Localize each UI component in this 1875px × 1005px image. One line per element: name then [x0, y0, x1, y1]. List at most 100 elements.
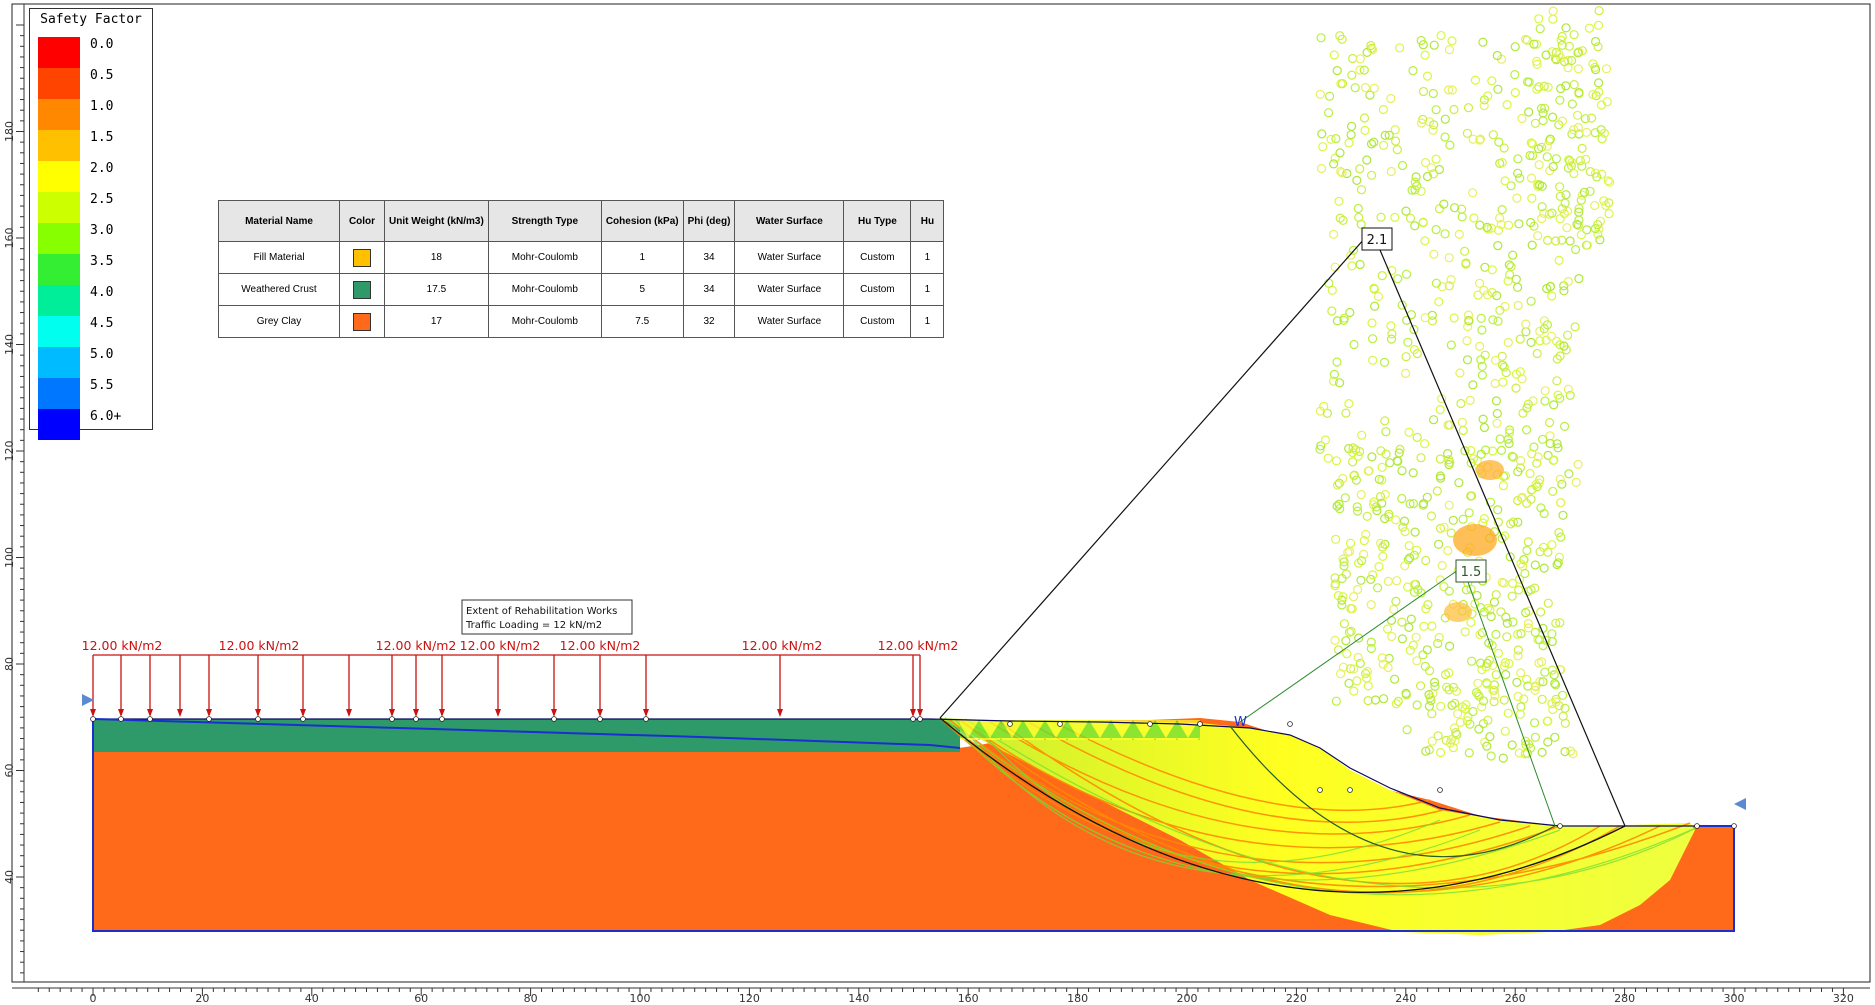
slip-centre-marker: [1559, 421, 1570, 431]
slip-centre-marker: [1434, 204, 1445, 214]
slip-centre-marker: [1401, 206, 1411, 216]
slip-centre-marker: [1336, 166, 1346, 177]
boundary-vertex[interactable]: [118, 716, 124, 722]
slip-centre-marker: [1491, 629, 1501, 640]
slip-centre-marker: [1530, 732, 1541, 742]
boundary-vertex[interactable]: [206, 716, 212, 722]
boundary-vertex[interactable]: [1147, 721, 1153, 727]
boundary-vertex[interactable]: [147, 716, 153, 722]
slip-centre-marker: [1559, 286, 1569, 296]
boundary-vertex[interactable]: [597, 716, 603, 722]
slip-centre-marker: [1536, 607, 1546, 617]
slip-centre-marker: [1436, 701, 1446, 711]
load-arrow-head: [597, 709, 603, 717]
slip-centre-marker: [1513, 467, 1523, 477]
boundary-vertex[interactable]: [1317, 787, 1323, 793]
safety-factor-legend: Safety Factor 0.0 0.5 1.0 1.5 2.0 2.5 3.0 3.5 4.…: [29, 8, 153, 440]
slip-centre-marker: [1449, 104, 1459, 115]
slip-centre-marker: [1537, 694, 1547, 704]
slip-centre-marker: [1540, 386, 1550, 396]
boundary-vertex[interactable]: [910, 716, 916, 722]
boundary-vertex[interactable]: [1007, 721, 1013, 727]
slip-centre-marker: [1488, 446, 1498, 456]
boundary-vertex[interactable]: [917, 716, 923, 722]
boundary-vertex[interactable]: [1197, 721, 1203, 727]
slip-centre-marker: [1391, 515, 1401, 525]
slip-centre-marker: [1562, 206, 1573, 216]
slip-centre-marker: [1334, 499, 1344, 509]
boundary-vertex[interactable]: [1347, 787, 1353, 793]
slip-centre-marker: [1387, 329, 1397, 339]
slip-centre-marker: [1333, 645, 1344, 655]
slip-centre-marker: [1411, 172, 1421, 182]
slip-centre-marker: [1525, 468, 1535, 479]
rehab-annotation-line2: Traffic Loading = 12 kN/m2: [465, 620, 602, 631]
slip-centre-marker: [1353, 652, 1363, 663]
slip-centre-marker: [1334, 378, 1345, 388]
slip-centre-marker: [1495, 434, 1505, 444]
slip-centre-marker: [1424, 701, 1435, 711]
load-label: 12.00 kN/m2: [878, 638, 959, 653]
slip-centre-marker: [1532, 84, 1542, 94]
slip-centre-marker: [1493, 84, 1503, 94]
ground-surface: [93, 718, 1697, 827]
slip-centre-marker: [1551, 618, 1561, 628]
boundary-vertex[interactable]: [439, 716, 445, 722]
slip-centre-marker: [1505, 552, 1515, 562]
boundary-vertex[interactable]: [90, 716, 96, 722]
slip-centre-marker: [1542, 235, 1553, 245]
slip-centre-marker: [1536, 657, 1547, 667]
slip-centre-marker: [1392, 145, 1402, 155]
load-label: 12.00 kN/m2: [560, 638, 641, 653]
slip-centre-marker: [1378, 551, 1388, 562]
slip-centre-marker: [1493, 505, 1503, 515]
slip-centre-marker: [1358, 549, 1369, 559]
slip-centre-marker: [1359, 65, 1369, 75]
legend-label: 4.0: [90, 285, 114, 300]
low-fs-hotspot: [1453, 524, 1497, 556]
boundary-vertex[interactable]: [1057, 721, 1063, 727]
y-tick-label: 60: [3, 764, 16, 778]
boundary-vertex[interactable]: [389, 716, 395, 722]
slip-centre-marker: [1331, 456, 1342, 466]
slip-centre-marker: [1429, 677, 1440, 688]
weathered-crust-region: [93, 719, 960, 752]
legend-label: 1.0: [90, 99, 114, 114]
slip-centre-marker: [1408, 468, 1418, 478]
slip-centre-marker: [1531, 56, 1542, 67]
slip-centre-marker: [1363, 695, 1373, 706]
slip-centre-marker: [1523, 537, 1533, 547]
slip-centre-marker: [1527, 139, 1538, 149]
slip-centre-marker: [1341, 408, 1351, 418]
slip-centre-marker: [1538, 677, 1548, 687]
slip-centre-marker: [1573, 220, 1584, 230]
slip-centre-marker: [1430, 681, 1440, 692]
boundary-vertex[interactable]: [551, 716, 557, 722]
boundary-vertex[interactable]: [1557, 823, 1563, 829]
slip-centre-marker: [1457, 212, 1467, 222]
slip-centre-marker: [1361, 529, 1371, 540]
slip-centre-marker: [1330, 262, 1340, 272]
slip-centre-marker: [1440, 114, 1450, 124]
boundary-vertex[interactable]: [300, 716, 306, 722]
boundary-vertex[interactable]: [1287, 721, 1293, 727]
slip-centre-marker: [1437, 560, 1447, 571]
slip-centre-marker: [1513, 651, 1523, 661]
slip-centre-marker: [1337, 573, 1347, 584]
slip-centre-marker: [1445, 140, 1455, 150]
slip-centre-marker: [1497, 205, 1507, 215]
boundary-vertex[interactable]: [643, 716, 649, 722]
slip-centre-marker: [1486, 611, 1496, 622]
boundary-vertex[interactable]: [1731, 823, 1737, 829]
plot-frame: [11, 3, 1871, 983]
boundary-vertex[interactable]: [1694, 823, 1700, 829]
slip-centre-marker: [1500, 531, 1510, 541]
boundary-vertex[interactable]: [1437, 787, 1443, 793]
boundary-vertex[interactable]: [255, 716, 261, 722]
slip-centre-marker: [1475, 135, 1485, 145]
slip-centre-marker: [1469, 213, 1479, 223]
boundary-vertex[interactable]: [413, 716, 419, 722]
slip-centre-marker: [1412, 700, 1422, 710]
slip-centre-marker: [1428, 415, 1439, 425]
